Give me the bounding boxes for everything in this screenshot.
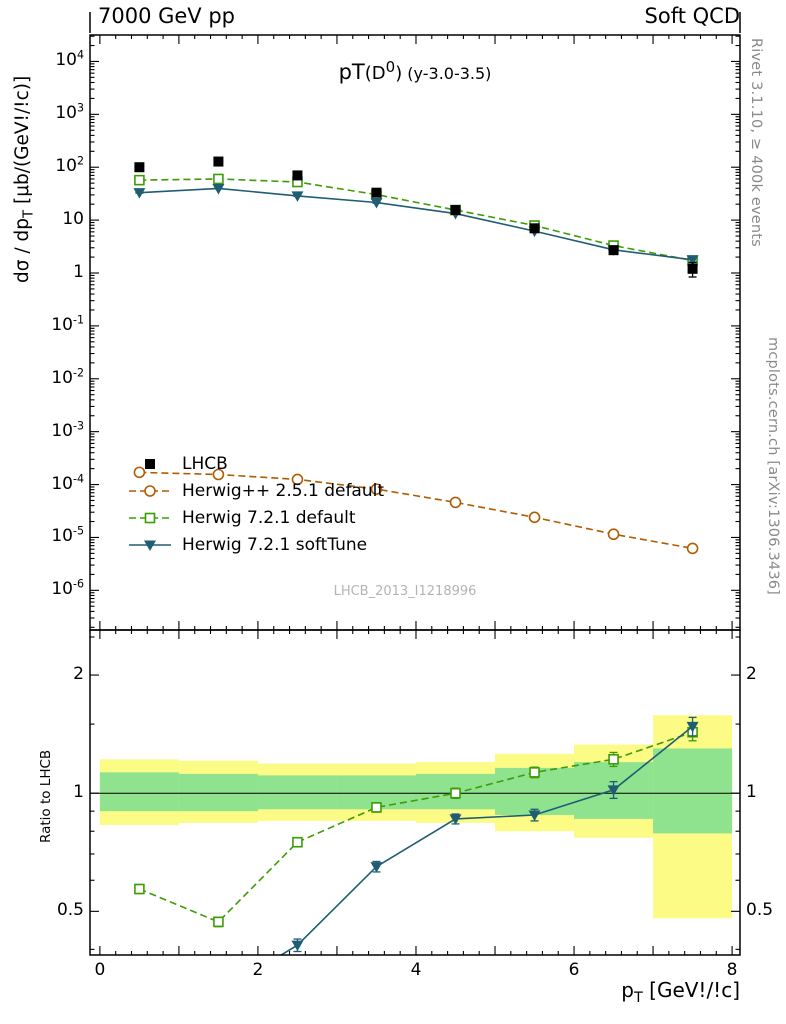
mcplots-arxiv-label: mcplots.cern.ch [arXiv:1306.3436]	[765, 337, 781, 596]
legend-marker-filled-square-icon	[145, 458, 155, 469]
tick-label: 10-4	[51, 471, 84, 494]
tick-label: 6	[568, 960, 580, 980]
main-y-axis-label: dσ / dpT [μb/(GeV!/!c)]	[12, 75, 37, 283]
legend-item-herwigpp-default: Herwig++ 2.5.1 default	[126, 477, 384, 504]
series-herwig-2-5-1-default	[133, 466, 699, 555]
legend-marker-open-square-icon	[129, 512, 171, 523]
tick-label: 10	[62, 209, 84, 230]
ratio-y-axis-label: Ratio to LHCB	[38, 749, 54, 843]
tick-label: 2	[252, 960, 264, 980]
tick-label: 104	[55, 48, 84, 71]
ratio-series-herwig-7-2-1-softtune	[279, 716, 699, 955]
process-group-label: Soft QCD	[644, 4, 740, 28]
legend-label: Herwig 7.2.1 default	[182, 507, 356, 528]
tick-label: 103	[55, 101, 84, 124]
tick-label: 0	[94, 960, 106, 980]
series-lhcb	[134, 156, 698, 278]
legend-label: Herwig++ 2.5.1 default	[182, 480, 385, 501]
tick-label: 4	[410, 960, 422, 980]
legend-label: LHCB	[182, 453, 228, 474]
tick-label: 8	[726, 960, 738, 980]
main-plot-series	[133, 156, 699, 555]
x-axis-label: pT [GeV!/!c]	[621, 978, 740, 1006]
rivet-version-label: Rivet 3.1.10, ≥ 400k events	[748, 38, 764, 247]
tick-label: 0.5	[746, 900, 774, 921]
tick-label: 102	[55, 154, 84, 177]
analysis-watermark: LHCB_2013_I1218996	[333, 584, 477, 599]
title-observable: pT	[338, 60, 365, 84]
legend-item-lhcb: LHCB	[126, 450, 384, 477]
legend-marker-open-circle-icon	[129, 484, 171, 497]
tick-label: 1	[73, 782, 84, 803]
legend-marker-filled-triangle-icon	[129, 540, 171, 551]
ratio-plot-frame	[89, 629, 741, 956]
tick-label: 0.5	[56, 900, 84, 921]
tick-label: 10-2	[51, 366, 84, 388]
ratio-uncertainty-bands	[99, 715, 733, 919]
legend: LHCB Herwig++ 2.5.1 default Herwig 7.2.1…	[126, 450, 384, 558]
axis-ticks	[90, 35, 740, 955]
tick-label: 1	[73, 262, 84, 282]
tick-label: 10-5	[51, 524, 84, 547]
title-rapidity-range: (y-3.0-3.5)	[402, 64, 492, 83]
tick-label: 10-6	[51, 577, 84, 600]
legend-item-herwig7-default: Herwig 7.2.1 default	[126, 504, 384, 531]
beam-energy-label: 7000 GeV pp	[98, 4, 236, 28]
tick-label: 10-1	[51, 313, 84, 335]
tick-label: 10-3	[51, 419, 84, 441]
tick-label: 2	[73, 664, 84, 685]
legend-label: Herwig 7.2.1 softTune	[182, 534, 368, 555]
plot-title: pT(D0) (y-3.0-3.5)	[338, 58, 492, 85]
tick-label: 2	[746, 664, 757, 685]
ratio-series	[134, 716, 699, 955]
tick-label: 1	[746, 782, 757, 803]
legend-item-herwig7-softtune: Herwig 7.2.1 softTune	[126, 531, 384, 558]
